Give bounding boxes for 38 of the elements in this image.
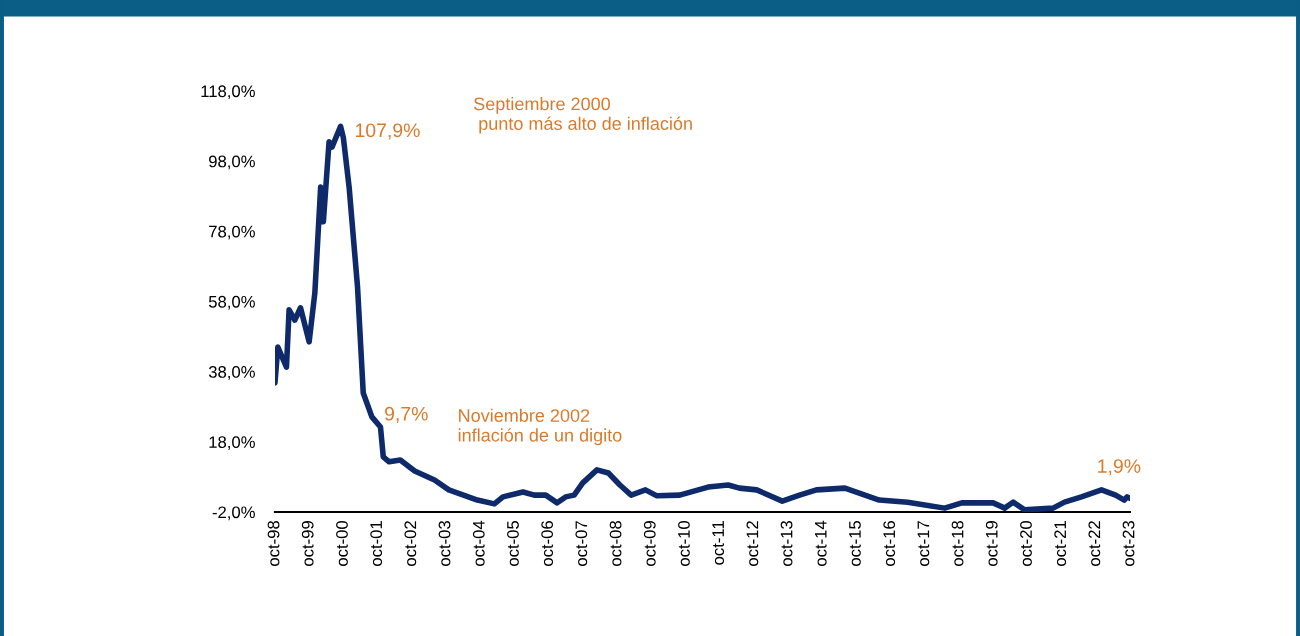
x-tick-label: oct-15	[849, 521, 861, 566]
x-tick-label: oct-09	[643, 521, 656, 566]
y-tick-label: 18,0%	[209, 436, 255, 450]
y-tick-label: 78,0%	[209, 225, 255, 240]
x-tick-label: oct-21	[1054, 521, 1067, 566]
x-tick-label: oct-99	[301, 521, 314, 566]
x-tick-label: oct-16	[883, 521, 896, 566]
x-tick-label: oct-00	[336, 520, 348, 566]
x-tick-label: oct-01	[370, 521, 383, 566]
y-tick-label: -2,0%	[212, 506, 255, 521]
x-tick-label: oct-22	[1088, 521, 1101, 566]
x-tick-label: oct-08	[609, 521, 622, 566]
y-tick-label: 58,0%	[208, 295, 255, 310]
x-tick-label: oct-13	[780, 521, 793, 566]
x-tick-label: oct-19	[985, 521, 998, 566]
x-tick-label: oct-14	[815, 520, 827, 566]
x-tick-label: oct-18	[951, 521, 964, 566]
x-tick-label: oct-07	[575, 521, 588, 566]
x-tick-label: oct-10	[678, 520, 690, 566]
annotation: 1,9%	[1098, 459, 1141, 476]
x-tick-label: oct-06	[541, 521, 554, 566]
x-tick-label: oct-11	[712, 521, 725, 565]
y-tick-label: 38,0%	[208, 366, 255, 380]
x-tick-label: oct-05	[507, 521, 519, 566]
x-tick-label: oct-04	[472, 520, 485, 566]
x-tick-label: oct-20	[1020, 520, 1032, 566]
x-tick-label: oct-23	[1122, 521, 1135, 566]
x-tick-label: oct-02	[404, 521, 417, 566]
annotation: 107,9%	[355, 123, 420, 140]
x-tick-label: oct-03	[438, 521, 451, 566]
annotation: Noviembre 2002 inflación de un digito	[458, 408, 622, 446]
annotation: 9,7%	[385, 406, 428, 423]
y-tick-label: 98,0%	[209, 155, 255, 170]
y-tick-label: 118,0%	[201, 85, 255, 100]
x-tick-label: oct-12	[746, 521, 759, 566]
x-tick-label: oct-98	[267, 521, 280, 566]
x-tick-label: oct-17	[917, 521, 930, 566]
annotation: Septiembre 2000 punto más alto de inflación	[474, 97, 692, 134]
